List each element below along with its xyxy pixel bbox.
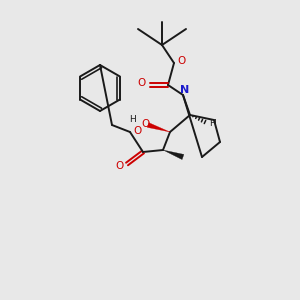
Text: O: O <box>141 119 149 129</box>
Text: O: O <box>134 126 142 136</box>
Text: H: H <box>208 119 215 128</box>
Polygon shape <box>163 150 184 160</box>
Polygon shape <box>147 123 170 132</box>
Text: O: O <box>138 78 146 88</box>
Text: O: O <box>115 161 123 171</box>
Text: H: H <box>129 115 135 124</box>
Text: O: O <box>178 56 186 66</box>
Text: N: N <box>180 85 190 95</box>
